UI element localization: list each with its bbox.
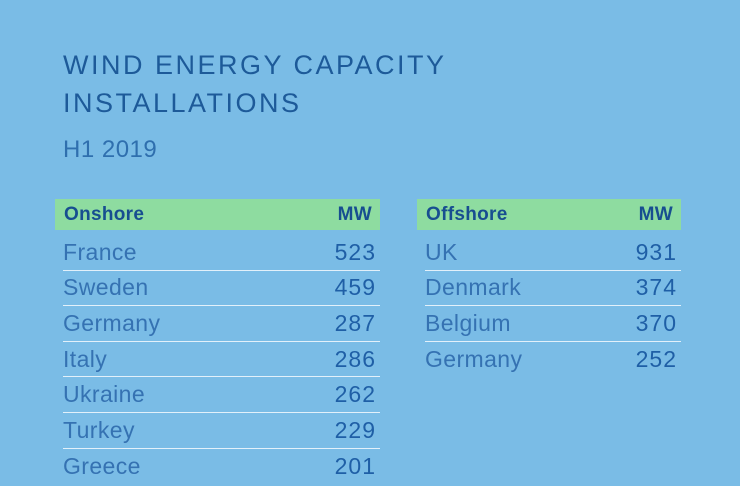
onshore-table-body: France 523 Sweden 459 Germany 287 Italy … [55, 235, 380, 484]
mw-value: 287 [334, 309, 376, 336]
mw-value: 931 [635, 238, 677, 265]
table-row: Turkey 229 [63, 413, 380, 449]
offshore-table-header: Offshore MW [417, 199, 681, 230]
country-label: Turkey [63, 416, 135, 443]
mw-value: 286 [334, 345, 376, 372]
onshore-header-unit: MW [337, 203, 372, 225]
mw-value: 374 [635, 274, 677, 301]
country-label: Belgium [425, 309, 511, 336]
table-row: Germany 287 [63, 306, 380, 342]
table-row: Germany 252 [425, 342, 681, 378]
table-row: Greece 201 [63, 449, 380, 485]
mw-value: 370 [635, 309, 677, 336]
title-block: WIND ENERGY CAPACITY INSTALLATIONS H1 20… [63, 46, 447, 164]
offshore-table: Offshore MW UK 931 Denmark 374 Belgium 3… [417, 199, 681, 377]
mw-value: 201 [334, 452, 376, 479]
country-label: Germany [63, 309, 161, 336]
mw-value: 252 [635, 346, 677, 373]
country-label: Sweden [63, 274, 149, 301]
table-row: Denmark 374 [425, 271, 681, 307]
country-label: Germany [425, 346, 523, 373]
offshore-header-label: Offshore [426, 203, 508, 225]
country-label: Ukraine [63, 381, 146, 408]
offshore-header-unit: MW [638, 203, 673, 225]
table-row: UK 931 [425, 235, 681, 271]
mw-value: 262 [334, 381, 376, 408]
mw-value: 459 [334, 274, 376, 301]
country-label: Denmark [425, 274, 522, 301]
offshore-table-body: UK 931 Denmark 374 Belgium 370 Germany 2… [417, 235, 681, 377]
page-title-line1: WIND ENERGY CAPACITY [63, 50, 447, 80]
page-subtitle: H1 2019 [63, 136, 158, 163]
country-label: UK [425, 238, 458, 265]
page-title-line2: INSTALLATIONS [63, 88, 302, 118]
table-row: Belgium 370 [425, 306, 681, 342]
table-row: France 523 [63, 235, 380, 271]
country-label: Italy [63, 345, 108, 372]
table-row: Italy 286 [63, 342, 380, 378]
onshore-table: Onshore MW France 523 Sweden 459 Germany… [55, 199, 380, 484]
country-label: France [63, 238, 137, 265]
country-label: Greece [63, 452, 141, 479]
mw-value: 523 [334, 238, 376, 265]
onshore-header-label: Onshore [64, 203, 145, 225]
onshore-table-header: Onshore MW [55, 199, 380, 230]
table-row: Ukraine 262 [63, 377, 380, 413]
mw-value: 229 [334, 416, 376, 443]
page-title: WIND ENERGY CAPACITY INSTALLATIONS [63, 46, 447, 122]
table-row: Sweden 459 [63, 271, 380, 307]
